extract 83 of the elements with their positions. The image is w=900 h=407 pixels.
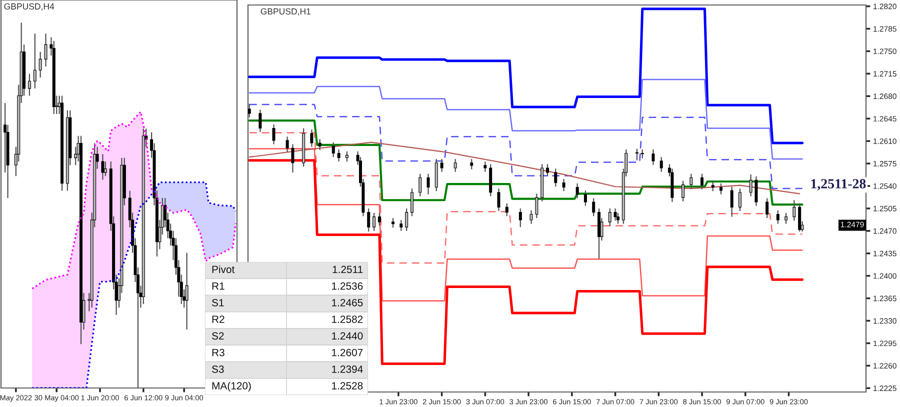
candlestick [426, 173, 430, 195]
candlestick [535, 193, 538, 219]
candlestick [584, 190, 587, 206]
candlestick [518, 208, 522, 228]
annotation: R1 [212, 282, 224, 290]
annotation: R3 [212, 348, 224, 356]
candlestick [784, 212, 788, 224]
candlestick [497, 188, 500, 212]
candlestick [592, 198, 596, 217]
candlestick [554, 168, 558, 188]
candlestick [792, 200, 796, 222]
candlestick [616, 212, 620, 224]
annotation: 1.2511 [332, 266, 363, 274]
annotation: MA(120) [212, 382, 251, 392]
candlestick [318, 138, 322, 151]
candlestick [372, 212, 376, 232]
candlestick [101, 154, 104, 180]
candlestick [635, 148, 638, 161]
annotation: Pivot [212, 265, 235, 274]
candlestick [719, 182, 722, 195]
candlestick [562, 178, 566, 192]
candlestick [505, 202, 508, 217]
candlestick [418, 173, 422, 197]
chart-title: GBPUSD,H1 [260, 8, 310, 16]
annotation: 1.2394 [332, 365, 363, 373]
candlestick [711, 180, 714, 192]
candlestick [614, 208, 617, 222]
candlestick [28, 73, 31, 96]
annotation: 1,2511-28 [811, 179, 866, 190]
annotation: 1.2440 [332, 332, 363, 340]
candlestick [454, 158, 457, 172]
candlestick [367, 208, 370, 232]
candlestick [185, 252, 188, 330]
candlestick [337, 148, 340, 162]
candlestick [400, 219, 403, 232]
annotation: S2 [212, 332, 224, 340]
line-series [248, 78, 803, 160]
annotation: 1.2528 [332, 382, 363, 390]
annotation: S3 [212, 365, 224, 373]
line-series [248, 8, 804, 144]
candlestick [682, 180, 685, 202]
annotation: 1.2536 [332, 282, 363, 290]
candlestick [576, 182, 579, 199]
candlestick [776, 210, 780, 224]
candlestick [286, 136, 289, 153]
candlestick [730, 186, 734, 218]
candlestick [546, 164, 550, 177]
annotation: 1.2465 [332, 298, 363, 306]
candlestick [345, 150, 348, 162]
candlestick [440, 158, 444, 172]
candlestick [332, 142, 335, 158]
candlestick [690, 173, 693, 190]
candlestick [38, 51, 42, 78]
candlestick [766, 198, 769, 219]
annotation: S1 [212, 298, 224, 306]
line-series [248, 142, 800, 194]
annotation: 1.2607 [332, 348, 363, 356]
annotation: 1.2582 [332, 316, 363, 323]
candlestick [660, 156, 663, 172]
candlestick [258, 109, 262, 133]
candlestick [608, 208, 612, 226]
candlestick [484, 161, 487, 172]
candlestick [310, 128, 314, 148]
candlestick [652, 148, 655, 166]
candlestick [33, 33, 36, 89]
candlestick [798, 202, 802, 232]
candlestick [410, 188, 414, 217]
candlestick [405, 208, 408, 232]
candlestick [470, 158, 474, 170]
candlestick [378, 212, 381, 226]
candlestick [44, 33, 48, 68]
candlestick [291, 144, 294, 174]
candlestick [738, 188, 742, 212]
line-series [248, 104, 803, 190]
candlestick [754, 176, 758, 206]
candlestick [749, 174, 752, 197]
annotation: R2 [212, 316, 224, 323]
chart-title: GBPUSD,H4 [4, 3, 54, 11]
candlestick [272, 124, 276, 145]
candlestick [530, 210, 533, 224]
candlestick [392, 218, 395, 228]
candlestick [700, 173, 704, 190]
candlestick [248, 103, 251, 118]
